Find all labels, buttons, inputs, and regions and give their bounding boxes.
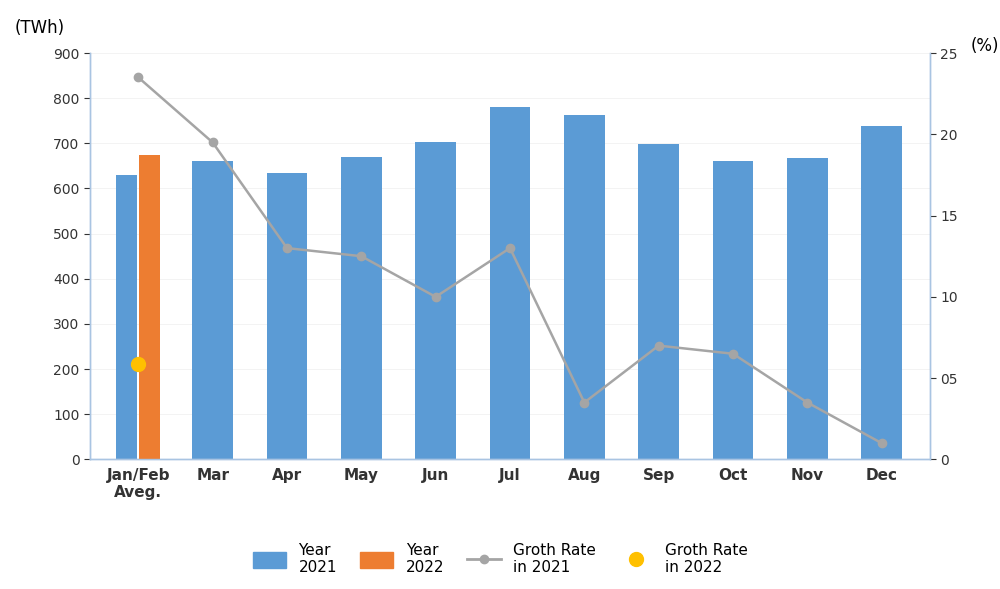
Bar [341,157,382,459]
Legend: Year
2021, Year
2022, Groth Rate
in 2021, Groth Rate
in 2022: Year 2021, Year 2022, Groth Rate in 2021… [246,537,754,581]
Bar [638,144,679,459]
Bar [861,126,902,459]
Bar [267,173,307,459]
Bar [415,142,456,459]
Bar [116,175,137,459]
Bar [192,161,233,459]
Bar [787,158,828,459]
Bar [713,161,753,459]
Bar [139,155,160,459]
Bar [490,107,530,459]
Y-axis label: (%): (%) [970,37,999,55]
Bar [564,115,605,459]
Y-axis label: (TWh): (TWh) [15,19,65,37]
